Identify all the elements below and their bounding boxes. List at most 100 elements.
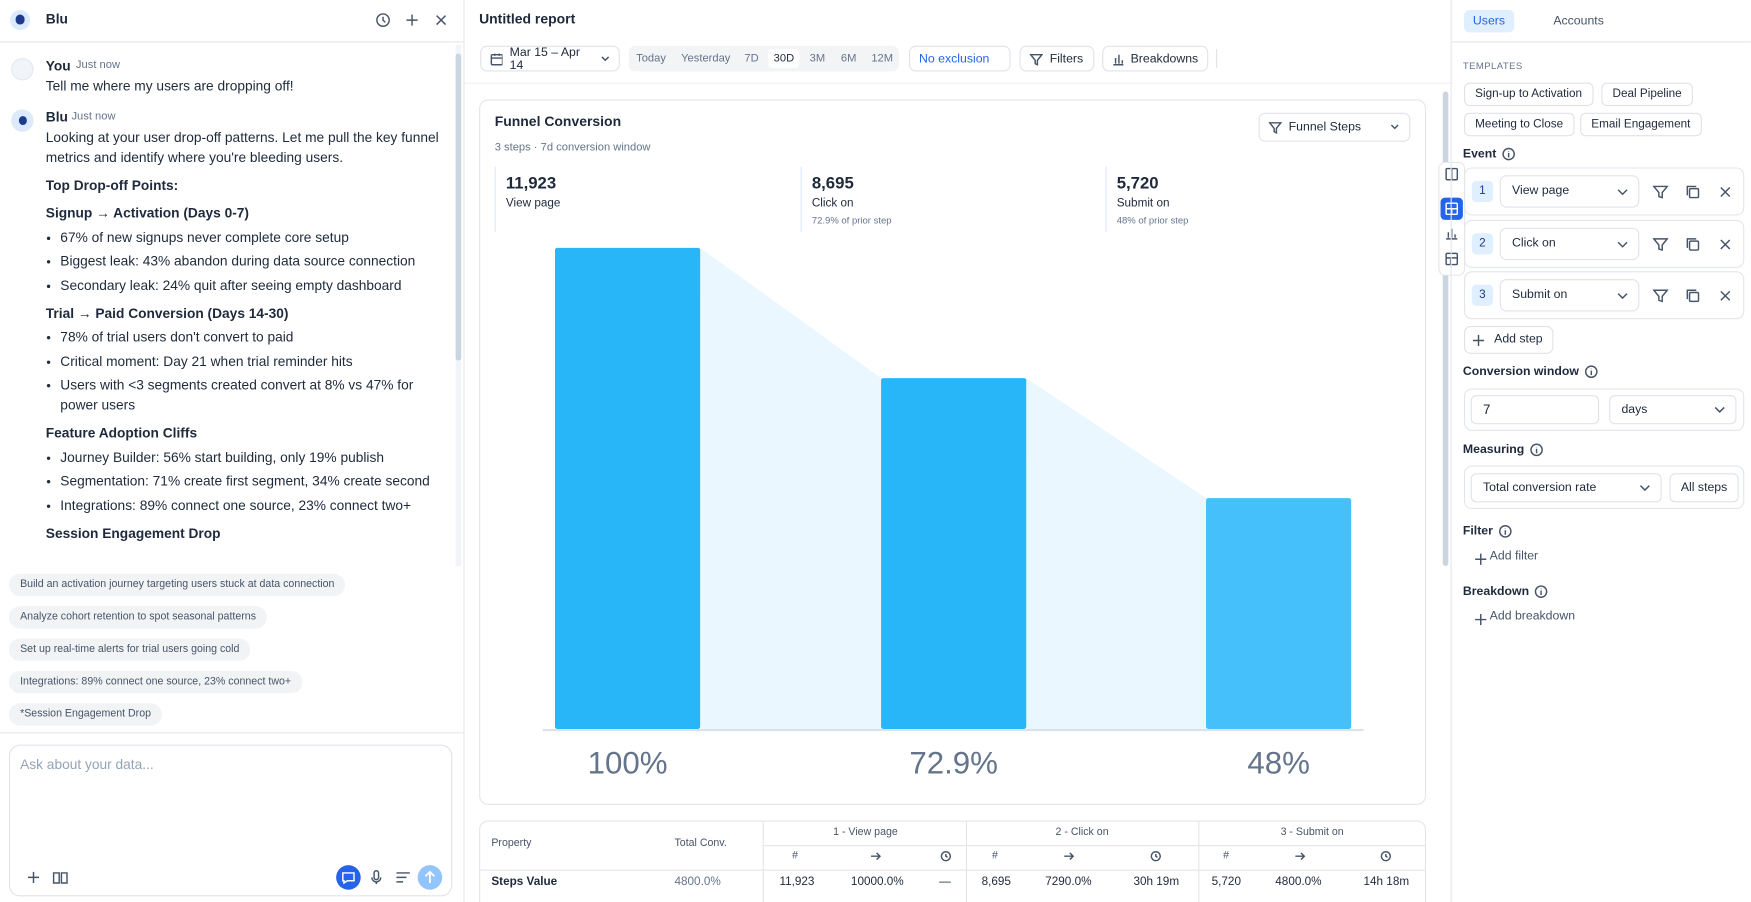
remove-icon[interactable]	[1717, 288, 1733, 304]
close-icon[interactable]	[433, 12, 449, 28]
range-option[interactable]: Yesterday	[681, 52, 731, 65]
suggestion-chip[interactable]: *Session Engagement Drop	[8, 703, 163, 726]
exclusion-button[interactable]: No exclusion	[908, 45, 1011, 72]
event-select[interactable]: Submit on	[1499, 279, 1640, 312]
suggestion-chip[interactable]: Set up real-time alerts for trial users …	[8, 638, 251, 661]
range-option[interactable]: 6M	[840, 52, 857, 65]
template-chip[interactable]: Meeting to Close	[1463, 112, 1575, 137]
breakdowns-button[interactable]: Breakdowns	[1102, 45, 1209, 72]
view-icon[interactable]	[1445, 167, 1459, 181]
table-cell: —	[939, 875, 951, 889]
mic-icon[interactable]	[370, 869, 383, 886]
range-option[interactable]: 7D	[744, 52, 759, 65]
window-box	[1463, 388, 1745, 431]
field-label: Conversion window	[1462, 365, 1579, 379]
range-option[interactable]: 30D	[768, 49, 800, 69]
stat-divider	[494, 166, 496, 233]
add-breakdown[interactable]: Add breakdown	[1489, 609, 1576, 623]
count-header: #	[792, 849, 799, 862]
tab[interactable]: Accounts	[1553, 14, 1604, 28]
bullet	[46, 384, 51, 388]
window-unit[interactable]: days	[1609, 395, 1737, 425]
chat-title: Blu	[45, 11, 68, 27]
tab[interactable]: Users	[1463, 10, 1514, 33]
filter-icon[interactable]	[1652, 184, 1669, 200]
view-icon[interactable]	[1445, 227, 1458, 240]
table-cell: 7290.0%	[1045, 875, 1092, 889]
range-option[interactable]: 3M	[809, 52, 826, 65]
bullet	[46, 236, 51, 240]
history-icon[interactable]	[375, 12, 391, 28]
section-label: TEMPLATES	[1462, 60, 1523, 72]
table-header: Total Conv.	[674, 837, 727, 850]
remove-icon[interactable]	[1717, 184, 1733, 200]
event-select[interactable]: Click on	[1499, 227, 1640, 260]
stat-name: Submit on	[1116, 196, 1170, 210]
divider	[1450, 0, 1452, 902]
col-divider	[762, 821, 764, 902]
chat-input[interactable]: Ask about your data...	[8, 744, 453, 897]
add-step-button[interactable]: Add step	[1463, 325, 1554, 354]
bullet	[46, 360, 51, 364]
template-chip[interactable]: Deal Pipeline	[1601, 82, 1693, 107]
view-active[interactable]	[1440, 197, 1463, 220]
table-cell: 14h 18m	[1363, 875, 1410, 889]
bullet	[46, 336, 51, 340]
remove-icon[interactable]	[1717, 236, 1733, 252]
plus-icon	[1475, 613, 1487, 626]
copy-icon[interactable]	[1685, 288, 1701, 304]
measuring-steps[interactable]: All steps	[1669, 473, 1739, 503]
table-card	[479, 820, 1427, 902]
event-card	[1463, 219, 1745, 268]
plus-icon	[1475, 553, 1487, 565]
filters-button[interactable]: Filters	[1019, 45, 1095, 72]
table-cell: 30h 19m	[1133, 875, 1180, 889]
field-label: Breakdown	[1462, 584, 1530, 599]
date-range: Mar 15 – Apr 14	[509, 45, 580, 73]
section-title: Trial → Paid Conversion (Days 14-30)	[45, 305, 289, 321]
new-icon[interactable]	[404, 12, 420, 28]
attach-icon[interactable]	[26, 870, 42, 886]
filter-icon[interactable]	[1652, 288, 1669, 304]
event-card	[1463, 167, 1745, 216]
date-picker[interactable]: Mar 15 – Apr 14	[480, 45, 620, 73]
col-divider	[1198, 821, 1200, 902]
range-option[interactable]: 12M	[871, 52, 894, 65]
suggestion-chip[interactable]: Integrations: 89% connect one source, 23…	[8, 670, 303, 694]
divider	[464, 82, 1452, 84]
suggestion-chip[interactable]: Build an activation journey targeting us…	[8, 573, 346, 597]
template-chip[interactable]: Sign-up to Activation	[1463, 82, 1594, 107]
avatar	[11, 58, 34, 81]
info-icon	[1498, 525, 1512, 538]
range-option[interactable]: Today	[636, 52, 666, 65]
book-icon[interactable]	[52, 870, 68, 886]
plus-icon	[1472, 334, 1485, 347]
send-button[interactable]	[417, 865, 443, 890]
chat-mode-button[interactable]	[336, 865, 361, 890]
measuring-select[interactable]: Total conversion rate	[1470, 473, 1662, 503]
stat-value: 5,720	[1116, 174, 1159, 194]
list-item: 67% of new signups never complete core s…	[46, 227, 442, 247]
clock-icon	[1150, 851, 1161, 862]
divider	[1216, 49, 1218, 69]
arrow-icon	[871, 852, 881, 861]
funnel-selector[interactable]: Funnel Steps	[1258, 112, 1411, 142]
funnel-title: Funnel Conversion	[494, 113, 622, 130]
event-card	[1463, 271, 1745, 320]
stat-name: View page	[505, 196, 561, 210]
chevron-icon	[1639, 485, 1650, 492]
copy-icon[interactable]	[1685, 236, 1701, 252]
suggestion-chip[interactable]: Analyze cohort retention to spot seasona…	[8, 606, 268, 629]
event-select[interactable]: View page	[1499, 175, 1640, 208]
list-item: Users with <3 segments created convert a…	[46, 375, 442, 415]
template-chip[interactable]: Email Engagement	[1580, 112, 1702, 137]
copy-icon[interactable]	[1685, 184, 1701, 200]
list-icon[interactable]	[395, 870, 411, 886]
list-item: Segmentation: 71% create first segment, …	[46, 471, 442, 491]
filter-icon[interactable]	[1652, 236, 1669, 252]
stat-name: Click on	[811, 196, 854, 210]
window-input[interactable]: 7	[1470, 395, 1600, 425]
col-divider	[965, 821, 968, 902]
add-filter[interactable]: Add filter	[1489, 549, 1539, 563]
